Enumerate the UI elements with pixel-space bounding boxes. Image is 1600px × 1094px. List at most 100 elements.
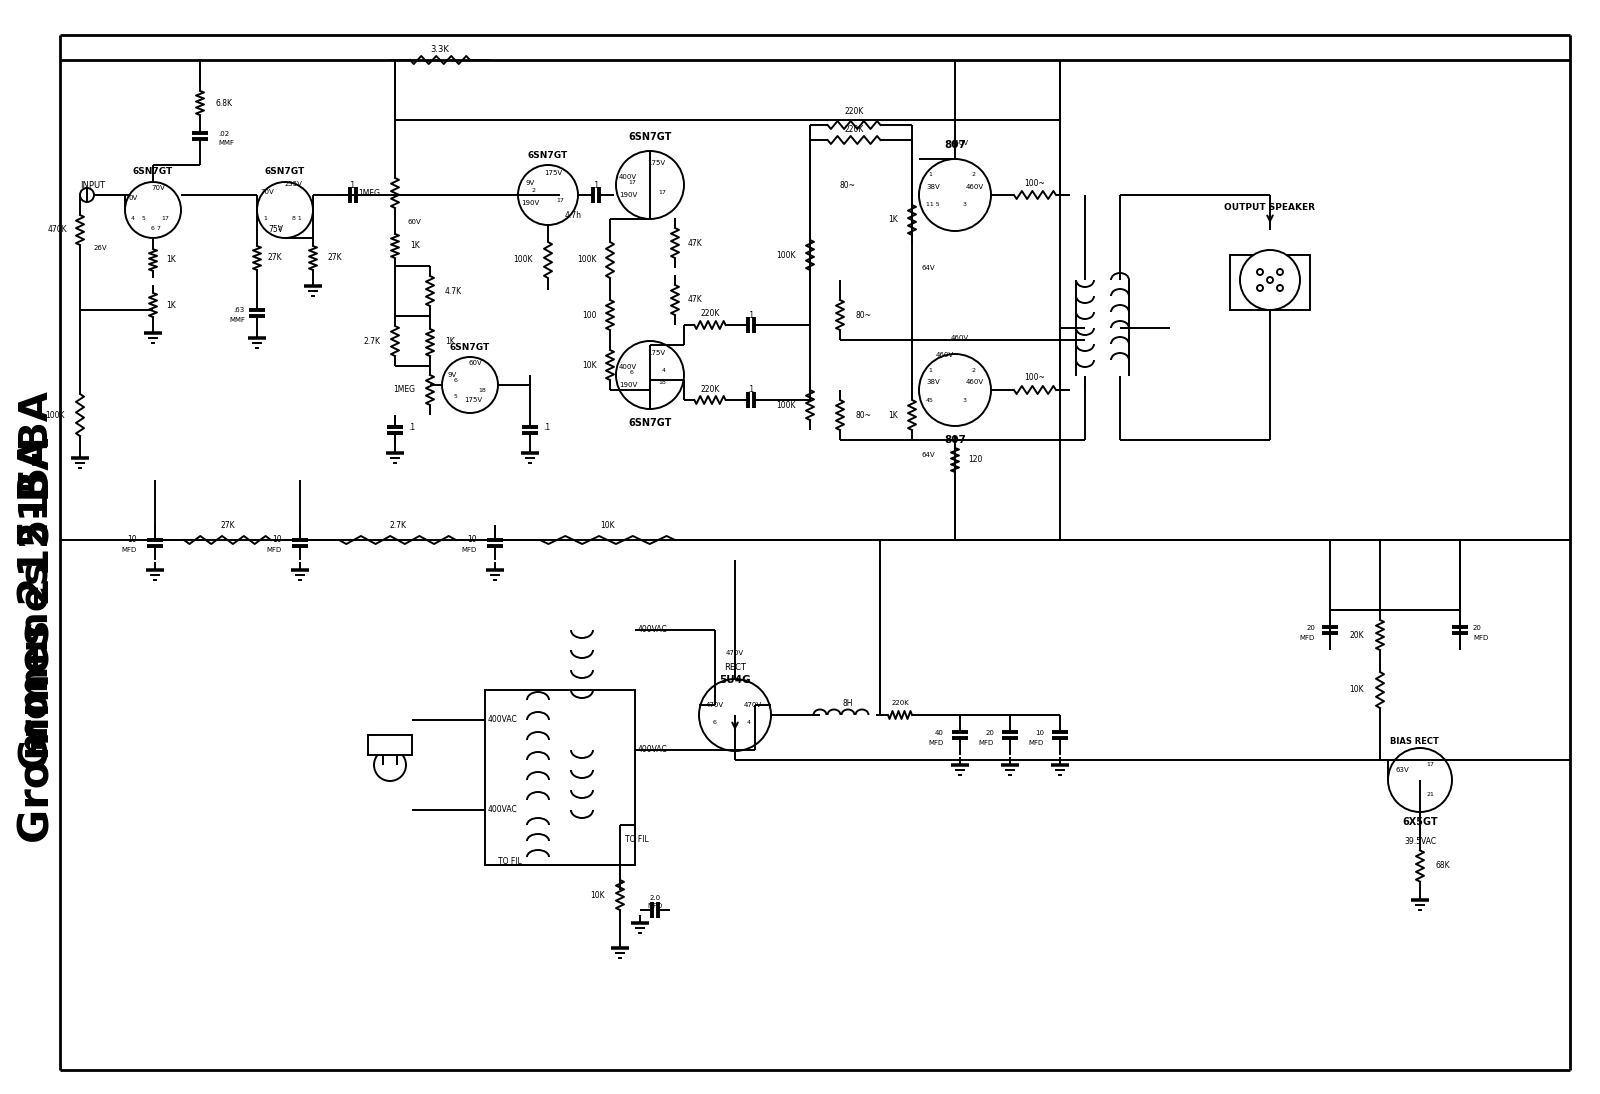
Text: 27K: 27K [269,254,283,263]
Bar [368,735,413,755]
Text: 5: 5 [141,216,146,221]
Text: 220K: 220K [701,309,720,317]
Text: .1: .1 [408,423,414,432]
Text: 70V: 70V [261,189,274,195]
Text: .1: .1 [747,311,755,319]
Circle shape [258,182,314,238]
Text: 10K: 10K [590,891,605,899]
Text: MFD: MFD [462,547,477,552]
Circle shape [1267,277,1274,283]
Text: 2.7K: 2.7K [389,522,406,531]
Text: 460V: 460V [950,335,970,341]
Text: 1MEG: 1MEG [358,188,381,198]
Text: 80~: 80~ [840,181,856,189]
Text: 470V: 470V [706,702,725,708]
Text: .1: .1 [349,181,355,189]
Text: 6SN7GT: 6SN7GT [528,151,568,160]
Circle shape [80,188,94,202]
Text: MFD: MFD [648,903,662,909]
Text: 38V: 38V [926,379,939,385]
Text: 70V: 70V [150,185,165,191]
Bar [485,690,635,865]
Circle shape [616,151,685,219]
Text: 20: 20 [1474,625,1482,631]
Text: 6.8K: 6.8K [216,98,234,107]
Text: 1K: 1K [166,301,176,310]
Text: BIAS RECT: BIAS RECT [1390,737,1438,746]
Text: 3: 3 [963,397,966,403]
Text: 9V: 9V [525,181,534,186]
Text: 2: 2 [971,173,974,177]
Text: 460V: 460V [966,184,984,190]
Text: 38V: 38V [926,184,939,190]
Text: 4.7h: 4.7h [565,210,582,220]
Text: 26V: 26V [94,245,107,251]
Text: 1K: 1K [410,242,419,251]
Text: 6SN7GT: 6SN7GT [629,418,672,428]
Text: .63: .63 [234,307,245,313]
Text: 100K: 100K [514,256,533,265]
Text: 80~: 80~ [854,410,870,419]
Text: 39.5VAC: 39.5VAC [1403,838,1437,847]
Text: 17: 17 [1426,763,1434,768]
Text: 2: 2 [971,368,974,372]
Text: 6SN7GT: 6SN7GT [450,342,490,351]
Text: INPUT: INPUT [80,181,106,189]
Circle shape [918,159,990,231]
Text: 60V: 60V [408,219,422,225]
Text: 120: 120 [968,455,982,465]
Text: 3.3K: 3.3K [430,46,450,55]
Text: 1K: 1K [888,216,898,224]
Text: 1: 1 [928,368,931,372]
Text: Grommes 215-BA: Grommes 215-BA [19,391,58,769]
Text: 17: 17 [629,179,635,185]
Text: 100K: 100K [776,251,797,259]
Text: 4.7K: 4.7K [445,287,462,295]
Circle shape [374,749,406,781]
Text: 400VAC: 400VAC [488,805,518,815]
Text: 27K: 27K [221,522,235,531]
Text: .02: .02 [218,131,229,137]
Circle shape [616,341,685,409]
Text: 60V: 60V [469,360,482,366]
Text: 63V: 63V [1395,767,1410,773]
Text: 100~: 100~ [1024,373,1045,383]
Text: 21: 21 [1426,792,1434,798]
Text: 2.7K: 2.7K [363,337,381,346]
Text: 11 5: 11 5 [926,202,939,208]
Text: 1: 1 [928,173,931,177]
Text: 40: 40 [934,730,944,736]
Text: 4: 4 [131,216,134,221]
Text: MFD: MFD [122,547,138,552]
Text: OUTPUT SPEAKER: OUTPUT SPEAKER [1224,203,1315,212]
Text: 10: 10 [467,535,477,545]
Text: 5: 5 [454,395,458,399]
Text: 100~: 100~ [1024,178,1045,187]
Text: 0V: 0V [128,195,138,201]
Text: 6: 6 [714,721,717,725]
Text: .1: .1 [592,181,600,189]
Circle shape [1240,251,1299,310]
Text: TO FIL: TO FIL [498,858,522,866]
Text: 17: 17 [557,198,563,202]
Text: 460V: 460V [966,379,984,385]
Text: 190V: 190V [522,200,539,206]
Text: 10: 10 [272,535,282,545]
Text: MFD: MFD [267,547,282,552]
Circle shape [125,182,181,238]
Text: 4: 4 [662,368,666,372]
Text: 17: 17 [162,216,170,221]
Text: MFD: MFD [928,740,944,746]
Text: 9V: 9V [448,372,456,379]
Text: 175V: 175V [646,160,666,166]
Text: MFD: MFD [1029,740,1043,746]
Text: 20: 20 [986,730,994,736]
Text: .1: .1 [747,385,755,395]
Circle shape [1277,269,1283,275]
Text: 10K: 10K [582,361,597,370]
Text: 47K: 47K [688,238,702,247]
Text: 6: 6 [630,370,634,374]
Text: 18: 18 [658,381,666,385]
Text: 190V: 190V [619,193,637,198]
Text: 470V: 470V [744,702,762,708]
